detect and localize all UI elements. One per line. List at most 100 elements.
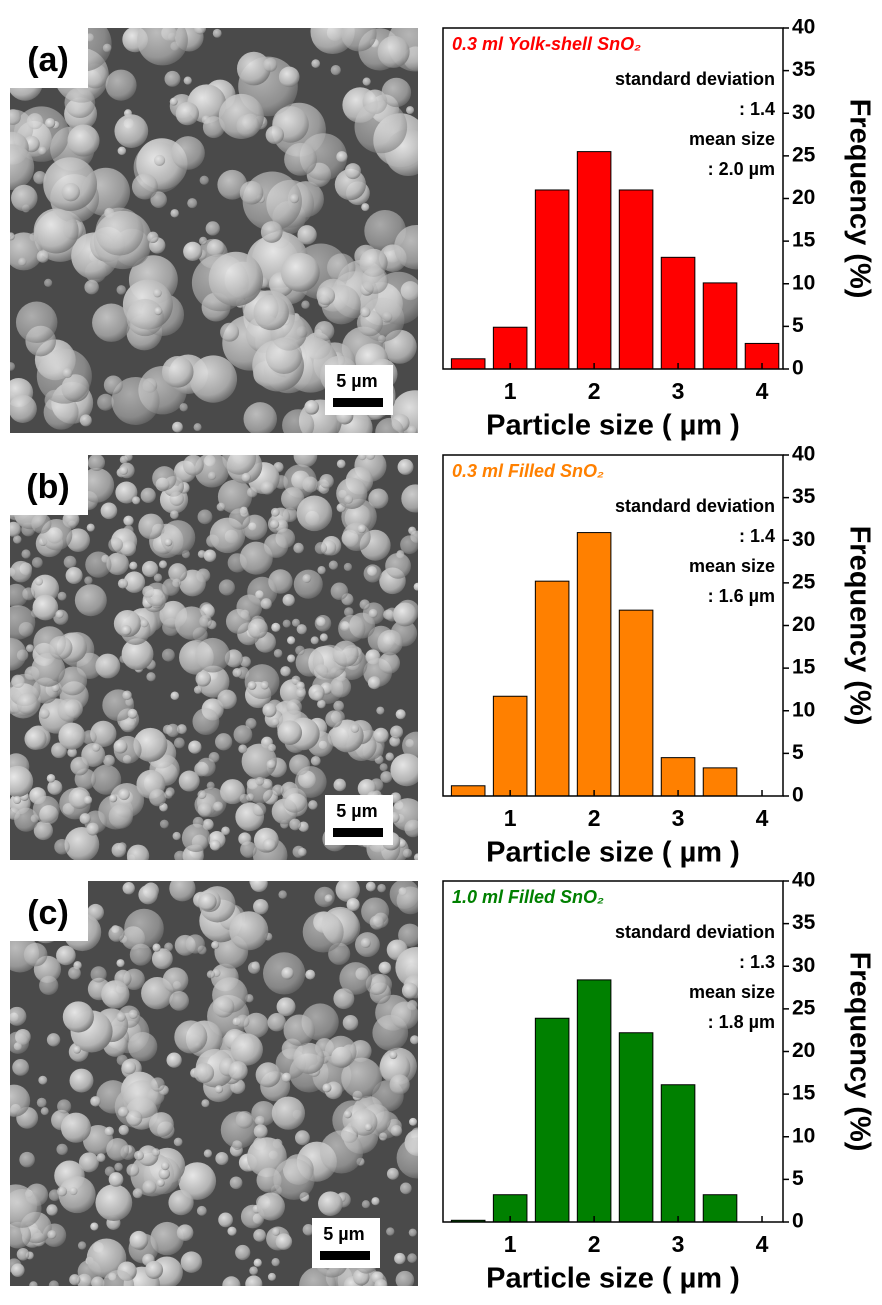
particle xyxy=(230,1176,243,1189)
particle xyxy=(377,630,403,656)
particle xyxy=(57,1099,71,1113)
particle xyxy=(151,1077,165,1091)
particle xyxy=(206,221,220,235)
particle xyxy=(219,579,235,595)
bar xyxy=(451,359,485,369)
chart-title: 0.3 ml Yolk-shell SnO₂ xyxy=(452,34,641,54)
particle xyxy=(69,1274,80,1285)
particle xyxy=(64,87,95,118)
particle xyxy=(182,824,210,852)
particle xyxy=(342,523,370,551)
particle xyxy=(409,1118,417,1126)
particle xyxy=(364,564,382,582)
particle xyxy=(260,681,268,689)
particle xyxy=(128,1032,157,1061)
particle xyxy=(266,337,303,374)
x-tick-label: 3 xyxy=(672,378,685,404)
particle xyxy=(213,29,222,38)
particle xyxy=(229,911,268,950)
particle xyxy=(281,253,320,292)
particle xyxy=(215,733,232,750)
particle xyxy=(170,510,179,519)
particle xyxy=(397,1137,438,1178)
particle xyxy=(194,22,206,34)
x-tick-label: 2 xyxy=(588,378,601,404)
particle xyxy=(117,285,127,295)
particle xyxy=(213,996,234,1017)
particle xyxy=(91,966,107,982)
y-tick-label: 10 xyxy=(792,1124,815,1147)
particle xyxy=(222,441,256,475)
particle xyxy=(152,466,176,490)
particle xyxy=(341,16,376,51)
particle xyxy=(391,1001,419,1029)
bar xyxy=(661,1085,695,1222)
particle xyxy=(254,1259,262,1267)
particle xyxy=(84,280,99,295)
particle xyxy=(315,542,327,554)
particle xyxy=(161,520,196,555)
particle xyxy=(274,649,283,658)
x-tick-label: 3 xyxy=(672,805,685,831)
particle xyxy=(11,1263,25,1277)
particle xyxy=(33,595,59,621)
particle xyxy=(378,36,410,68)
particle xyxy=(301,301,309,309)
particle xyxy=(272,1097,305,1130)
particle xyxy=(24,728,46,750)
y-tick-label: 10 xyxy=(792,698,815,721)
annotation: : 2.0 µm xyxy=(708,159,775,179)
particle xyxy=(118,579,128,589)
particle xyxy=(114,1163,122,1171)
particle xyxy=(201,1099,209,1107)
particle xyxy=(325,710,342,727)
bar xyxy=(493,696,527,796)
particle xyxy=(35,577,43,585)
particle xyxy=(6,362,15,371)
particle xyxy=(245,664,280,699)
particle xyxy=(177,1224,194,1241)
y-tick-label: 40 xyxy=(792,443,815,466)
particle xyxy=(317,287,336,306)
particle xyxy=(138,514,164,540)
particle xyxy=(213,801,223,811)
particle xyxy=(197,1206,207,1216)
particle xyxy=(138,885,157,904)
particle xyxy=(5,109,21,125)
particle xyxy=(80,414,92,426)
particle xyxy=(339,962,372,995)
particle xyxy=(266,126,284,144)
particle xyxy=(361,267,388,294)
particle xyxy=(142,561,158,577)
particle xyxy=(303,912,344,953)
particle xyxy=(145,582,169,606)
particle xyxy=(204,549,217,562)
particle xyxy=(130,944,152,966)
particle xyxy=(153,289,162,298)
y-tick-label: 35 xyxy=(792,58,816,81)
y-axis-label: Frequency (%) xyxy=(843,526,875,726)
particle xyxy=(336,151,347,162)
particle xyxy=(235,1245,250,1260)
particle xyxy=(114,114,148,148)
particle xyxy=(181,1251,202,1272)
bar xyxy=(703,768,737,796)
particle xyxy=(57,1186,67,1196)
particle xyxy=(397,887,425,915)
particle xyxy=(11,185,37,211)
y-tick-label: 0 xyxy=(792,1210,804,1233)
particle xyxy=(406,106,414,114)
particle xyxy=(24,943,48,967)
y-tick-label: 5 xyxy=(792,741,804,764)
x-tick-label: 1 xyxy=(504,805,517,831)
particle xyxy=(2,766,33,797)
particle xyxy=(279,67,300,88)
particle xyxy=(366,450,375,459)
particle xyxy=(238,744,247,753)
particle xyxy=(347,898,360,911)
scale-bar-label: 5 µm xyxy=(323,1224,364,1244)
x-tick-label: 2 xyxy=(588,805,601,831)
particle xyxy=(400,1183,412,1195)
particle xyxy=(276,1233,293,1250)
particle xyxy=(215,1152,228,1165)
